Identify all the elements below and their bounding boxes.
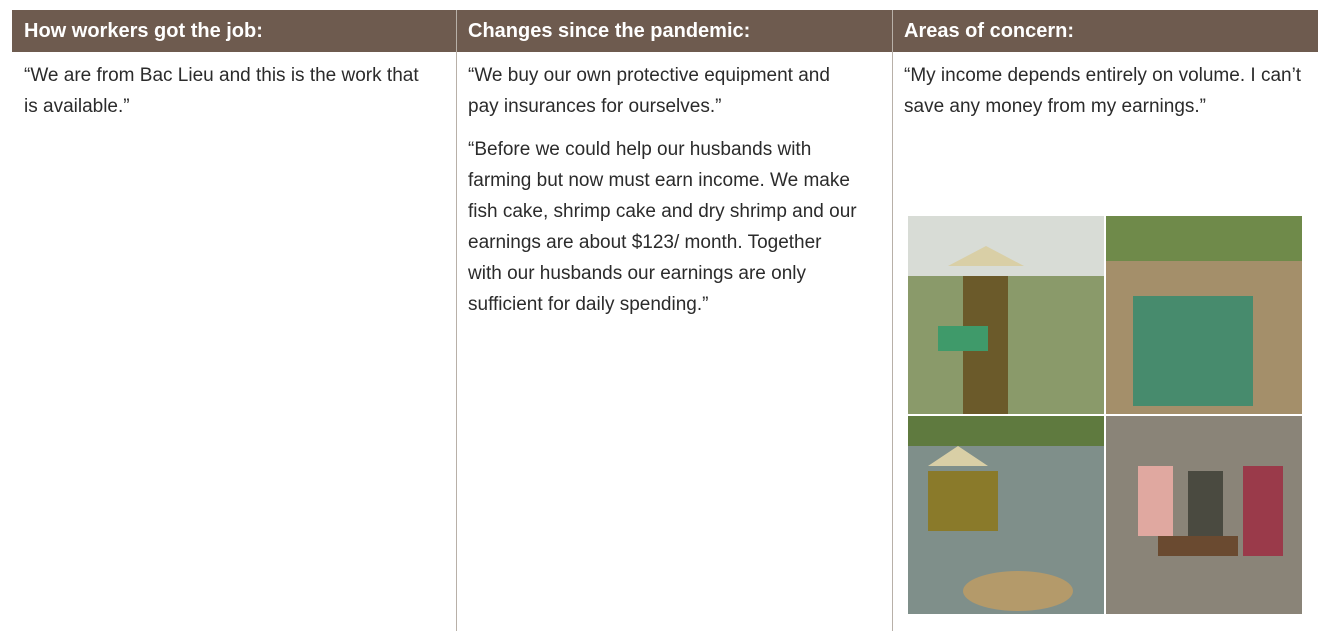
photo-trees	[1106, 216, 1302, 261]
cell: “We are from Bac Lieu and this is the wo…	[12, 52, 432, 631]
quote: “Before we could help our husbands with …	[468, 139, 857, 315]
table: How workers got the job: Changes since t…	[12, 10, 1318, 631]
photo-collage	[908, 216, 1302, 614]
quote: “My income depends entirely on volume. I…	[904, 65, 1302, 117]
header-cell: How workers got the job:	[24, 20, 263, 42]
net	[1133, 296, 1253, 406]
figure	[1243, 466, 1283, 556]
photo-trees	[908, 416, 1104, 446]
table	[1158, 536, 1238, 556]
header-row: How workers got the job: Changes since t…	[12, 10, 1318, 52]
basket	[963, 571, 1073, 611]
header-cell: Changes since the pandemic:	[468, 20, 751, 42]
figure	[1138, 466, 1173, 536]
hat	[948, 246, 1024, 266]
figure	[928, 471, 998, 531]
cell: “My income depends entirely on volume. I…	[892, 52, 1318, 631]
quote: “We buy our own protective equipment and…	[468, 65, 830, 117]
header-cell: Areas of concern:	[904, 20, 1075, 42]
cell: “We buy our own protective equipment and…	[456, 52, 872, 631]
photo-sky	[908, 216, 1104, 276]
figure	[1188, 471, 1223, 536]
column-divider	[892, 10, 893, 631]
quote: “We are from Bac Lieu and this is the wo…	[24, 65, 419, 117]
tray	[938, 326, 988, 351]
column-divider	[456, 10, 457, 631]
hat	[928, 446, 988, 466]
